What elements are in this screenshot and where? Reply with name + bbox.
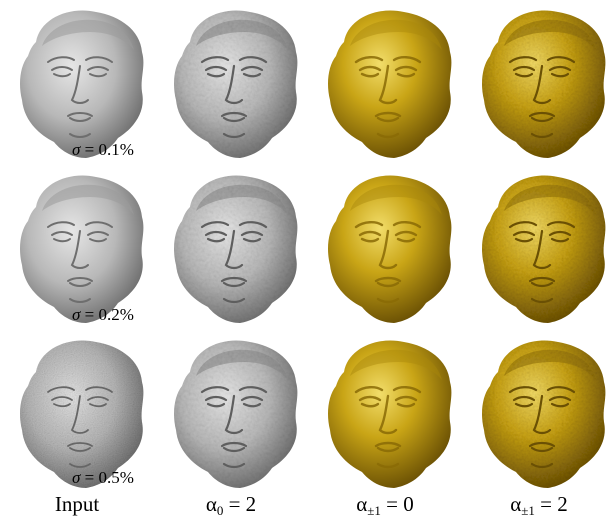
alpha-subscript: ±1 xyxy=(521,503,535,518)
sigma-symbol: σ xyxy=(72,468,81,487)
sigma-value: = 0.5% xyxy=(80,468,134,487)
sigma-label-row2: σ = 0.2% xyxy=(72,305,134,325)
head-render-alpha1-2-row3 xyxy=(462,330,616,495)
column-label-alpha0: α0 = 2 xyxy=(154,492,308,518)
head-render-alpha1-2-row2 xyxy=(462,165,616,330)
alpha-subscript: 0 xyxy=(216,503,224,518)
alpha-subscript: ±1 xyxy=(367,503,381,518)
head-render-alpha0-row3 xyxy=(154,330,308,495)
sigma-symbol: σ xyxy=(72,140,81,159)
head-render-alpha0-row2 xyxy=(154,165,308,330)
head-render-alpha0-row1 xyxy=(154,0,308,165)
column-label-alpha1-2: α±1 = 2 xyxy=(462,492,616,518)
alpha-value: = 2 xyxy=(223,492,257,516)
head-render-alpha1-2-row1 xyxy=(462,0,616,165)
alpha-value: = 0 xyxy=(380,492,414,516)
alpha-symbol: α xyxy=(510,492,522,516)
head-render-alpha1-0-row2 xyxy=(308,165,462,330)
sigma-symbol: σ xyxy=(72,305,81,324)
head-render-alpha1-0-row1 xyxy=(308,0,462,165)
sigma-label-row3: σ = 0.5% xyxy=(72,468,134,488)
sigma-value: = 0.2% xyxy=(80,305,134,324)
sigma-label-row1: σ = 0.1% xyxy=(72,140,134,160)
column-label-alpha1-0: α±1 = 0 xyxy=(308,492,462,518)
alpha-symbol: α xyxy=(205,492,217,516)
column-label-input: Input xyxy=(54,492,100,516)
alpha-symbol: α xyxy=(356,492,368,516)
alpha-value: = 2 xyxy=(534,492,568,516)
head-render-alpha1-0-row3 xyxy=(308,330,462,495)
sigma-value: = 0.1% xyxy=(80,140,134,159)
